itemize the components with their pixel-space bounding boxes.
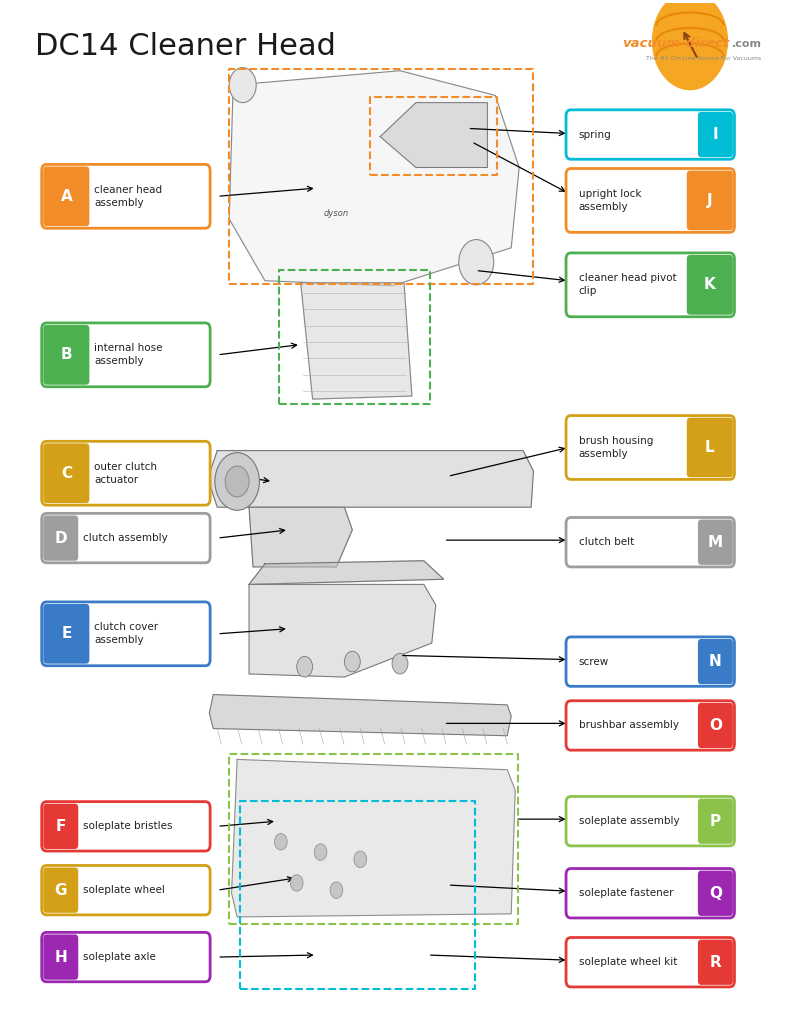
Text: soleplate fastener: soleplate fastener xyxy=(578,888,674,898)
Text: soleplate assembly: soleplate assembly xyxy=(578,817,679,826)
Text: H: H xyxy=(54,949,67,965)
Circle shape xyxy=(226,466,249,497)
FancyBboxPatch shape xyxy=(42,323,210,387)
Text: J: J xyxy=(707,193,713,208)
FancyBboxPatch shape xyxy=(566,868,734,918)
Circle shape xyxy=(297,656,313,677)
Text: Q: Q xyxy=(709,886,722,900)
Polygon shape xyxy=(301,283,412,400)
Text: N: N xyxy=(709,654,722,669)
FancyBboxPatch shape xyxy=(43,167,90,227)
FancyBboxPatch shape xyxy=(43,935,78,980)
Text: A: A xyxy=(61,188,72,204)
FancyBboxPatch shape xyxy=(43,443,90,503)
Polygon shape xyxy=(380,102,487,168)
FancyBboxPatch shape xyxy=(566,938,734,987)
Circle shape xyxy=(330,882,343,898)
FancyBboxPatch shape xyxy=(698,870,733,916)
Text: internal hose
assembly: internal hose assembly xyxy=(94,344,162,366)
Text: brushbar assembly: brushbar assembly xyxy=(578,720,678,731)
Text: DC14 Cleaner Head: DC14 Cleaner Head xyxy=(34,32,335,61)
Text: clutch assembly: clutch assembly xyxy=(83,533,168,543)
Text: cleaner head pivot
clip: cleaner head pivot clip xyxy=(578,273,676,296)
FancyBboxPatch shape xyxy=(42,933,210,982)
Circle shape xyxy=(392,653,408,674)
Text: screw: screw xyxy=(578,656,609,667)
Circle shape xyxy=(652,0,728,90)
Text: P: P xyxy=(710,814,721,829)
Text: K: K xyxy=(704,277,716,292)
FancyBboxPatch shape xyxy=(42,165,210,229)
Circle shape xyxy=(215,452,259,510)
FancyBboxPatch shape xyxy=(686,171,733,230)
FancyBboxPatch shape xyxy=(42,513,210,563)
FancyBboxPatch shape xyxy=(686,255,733,315)
Text: clutch cover
assembly: clutch cover assembly xyxy=(94,622,158,645)
Text: R: R xyxy=(710,954,722,970)
Text: vacuum-direct: vacuum-direct xyxy=(622,37,730,51)
FancyBboxPatch shape xyxy=(686,418,733,477)
FancyBboxPatch shape xyxy=(566,637,734,686)
Circle shape xyxy=(344,651,360,672)
FancyBboxPatch shape xyxy=(42,865,210,915)
Polygon shape xyxy=(210,694,511,736)
Text: upright lock
assembly: upright lock assembly xyxy=(578,189,642,212)
Text: cleaner head
assembly: cleaner head assembly xyxy=(94,185,162,208)
FancyBboxPatch shape xyxy=(698,112,733,157)
Circle shape xyxy=(314,844,327,860)
FancyBboxPatch shape xyxy=(566,797,734,846)
Polygon shape xyxy=(231,760,515,917)
FancyBboxPatch shape xyxy=(43,604,90,663)
Text: clutch belt: clutch belt xyxy=(578,537,634,548)
Text: E: E xyxy=(61,626,71,642)
Circle shape xyxy=(229,67,256,102)
FancyBboxPatch shape xyxy=(566,253,734,317)
FancyBboxPatch shape xyxy=(698,940,733,985)
Polygon shape xyxy=(249,585,436,677)
Text: soleplate wheel: soleplate wheel xyxy=(83,885,165,895)
Text: dyson: dyson xyxy=(324,209,349,218)
Text: brush housing
assembly: brush housing assembly xyxy=(578,436,653,459)
Text: O: O xyxy=(709,718,722,733)
FancyBboxPatch shape xyxy=(42,802,210,851)
FancyBboxPatch shape xyxy=(566,110,734,159)
Circle shape xyxy=(290,875,303,891)
Text: M: M xyxy=(708,535,723,550)
FancyBboxPatch shape xyxy=(43,515,78,561)
Polygon shape xyxy=(229,70,519,286)
Text: soleplate wheel kit: soleplate wheel kit xyxy=(578,957,677,968)
FancyBboxPatch shape xyxy=(566,416,734,479)
FancyBboxPatch shape xyxy=(698,639,733,684)
Circle shape xyxy=(274,833,287,850)
Text: The #1 On-Line Source For Vacuums: The #1 On-Line Source For Vacuums xyxy=(646,56,762,61)
FancyBboxPatch shape xyxy=(43,804,78,849)
FancyBboxPatch shape xyxy=(566,701,734,750)
Text: soleplate axle: soleplate axle xyxy=(83,952,156,963)
FancyBboxPatch shape xyxy=(698,703,733,748)
FancyBboxPatch shape xyxy=(698,520,733,565)
Circle shape xyxy=(354,851,366,867)
Polygon shape xyxy=(249,561,444,585)
Text: outer clutch
actuator: outer clutch actuator xyxy=(94,462,157,484)
FancyBboxPatch shape xyxy=(566,169,734,232)
Text: soleplate bristles: soleplate bristles xyxy=(83,822,173,831)
FancyBboxPatch shape xyxy=(566,518,734,567)
FancyBboxPatch shape xyxy=(42,602,210,666)
FancyBboxPatch shape xyxy=(698,799,733,844)
Text: spring: spring xyxy=(578,129,611,140)
Circle shape xyxy=(458,239,494,285)
Text: I: I xyxy=(713,127,718,142)
Text: D: D xyxy=(54,531,67,545)
Text: F: F xyxy=(55,819,66,834)
Text: L: L xyxy=(705,440,714,455)
Polygon shape xyxy=(208,450,534,507)
FancyBboxPatch shape xyxy=(43,325,90,385)
Polygon shape xyxy=(249,507,352,567)
FancyBboxPatch shape xyxy=(42,441,210,505)
Text: B: B xyxy=(61,348,72,362)
Text: .com: .com xyxy=(731,39,762,49)
Text: C: C xyxy=(61,466,72,480)
FancyBboxPatch shape xyxy=(43,867,78,913)
Text: G: G xyxy=(54,883,67,897)
